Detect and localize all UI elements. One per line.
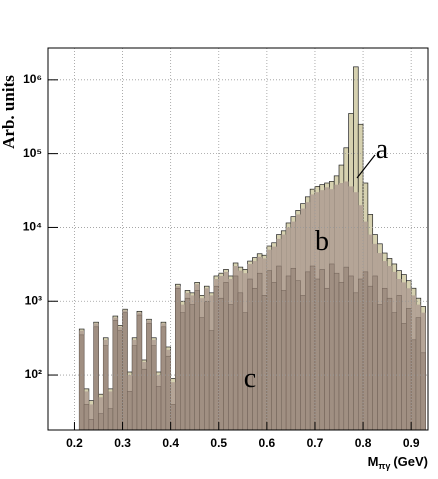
x-tick-label: 0.2	[66, 436, 83, 450]
x-tick-label: 0.5	[210, 436, 227, 450]
histogram-bar	[141, 368, 147, 431]
y-axis-label: Arb. units	[0, 75, 18, 149]
histogram-bar	[160, 326, 167, 431]
histogram-bar	[391, 312, 397, 431]
x-label-sub: πγ	[378, 461, 390, 471]
histogram-bar	[223, 282, 229, 431]
histogram-bar	[189, 304, 195, 431]
histogram-bar	[353, 292, 359, 431]
histogram-bar	[285, 275, 292, 431]
histogram-bar	[184, 297, 191, 431]
histogram-bar	[386, 297, 393, 431]
histogram-bar	[382, 287, 388, 431]
histogram-bar	[338, 282, 345, 431]
series-annotation: c	[244, 363, 256, 394]
annotation-pointer	[356, 154, 376, 179]
histogram-bar	[252, 287, 258, 431]
y-tick-label: 10⁴	[23, 220, 42, 234]
histogram-bar	[377, 304, 383, 431]
histogram-bar	[420, 352, 426, 431]
histogram-bar	[204, 300, 210, 431]
y-tick-label: 10³	[25, 293, 42, 307]
histogram-bar	[103, 345, 109, 431]
x-tick-label: 0.8	[355, 436, 372, 450]
histogram-bar	[358, 278, 364, 431]
histogram-bar	[372, 275, 378, 431]
histogram-bar	[348, 275, 354, 431]
y-tick-label: 10⁶	[23, 72, 42, 86]
histogram-bar	[237, 292, 244, 431]
x-axis-label: Mπγ (GeV)	[368, 454, 428, 471]
y-tick-label: 10²	[25, 367, 42, 381]
histogram-bar	[333, 272, 340, 431]
plot-frame	[47, 47, 429, 431]
histogram-bar	[266, 270, 272, 431]
histogram-bar	[136, 314, 143, 431]
histogram-bar	[127, 391, 133, 431]
histogram-bar	[396, 295, 402, 431]
x-label-unit: (GeV)	[393, 454, 428, 469]
histogram-bar	[367, 285, 373, 431]
histogram-bar	[271, 282, 277, 431]
histogram-bar	[309, 265, 316, 431]
histogram-bar	[175, 287, 181, 431]
histogram-bar	[155, 386, 162, 431]
x-tick-label: 0.9	[403, 436, 420, 450]
histogram-bar	[131, 345, 138, 431]
x-tick-label: 0.4	[162, 436, 179, 450]
histogram-bar	[305, 271, 311, 431]
histogram-bar	[343, 266, 349, 431]
histogram-bar	[79, 334, 85, 431]
histogram-bar	[83, 404, 90, 431]
histogram-bar	[406, 308, 412, 431]
histogram-bar	[300, 295, 306, 431]
histogram-bar	[295, 280, 301, 431]
histogram-bar	[324, 287, 330, 431]
histogram-bar	[362, 271, 369, 431]
histogram-bar	[247, 278, 253, 431]
histogram-bar	[88, 404, 94, 430]
histogram-bar	[208, 330, 215, 431]
x-tick-label: 0.7	[307, 436, 324, 450]
x-tick-label: 0.3	[114, 436, 131, 450]
histogram-bar	[165, 355, 171, 431]
series-annotation: b	[315, 226, 329, 257]
histogram-bar	[107, 408, 114, 431]
histogram-bar	[410, 339, 417, 431]
histogram-bar	[88, 419, 94, 431]
y-tick-label: 10⁵	[23, 146, 42, 160]
histogram-bar	[228, 304, 234, 431]
histogram-bar	[194, 290, 200, 431]
histogram-bar	[319, 269, 325, 431]
histogram-bar	[146, 323, 152, 431]
x-label-main: M	[368, 454, 379, 469]
histogram-bar	[261, 295, 268, 431]
histogram-bar	[93, 326, 99, 431]
histogram-bar	[314, 278, 321, 431]
histogram-bar	[98, 413, 104, 431]
histogram-bar	[256, 272, 263, 431]
histogram-bar	[276, 265, 282, 431]
histogram-bar	[218, 297, 224, 431]
histogram-bar	[329, 263, 335, 431]
histogram-bar	[415, 317, 422, 431]
histogram-bar	[199, 317, 205, 431]
histogram-bar	[401, 323, 407, 431]
histogram-bar	[151, 345, 157, 431]
histogram-bar	[232, 275, 239, 431]
histogram-bar	[281, 290, 287, 431]
series-annotation: a	[376, 134, 389, 165]
histogram-bar	[213, 285, 220, 431]
histogram-bar	[180, 312, 186, 431]
histogram-bar	[122, 312, 128, 431]
x-tick-label: 0.6	[259, 436, 276, 450]
histogram-bar	[117, 330, 123, 431]
histogram-bar	[290, 267, 296, 431]
histogram-bar	[170, 404, 176, 431]
